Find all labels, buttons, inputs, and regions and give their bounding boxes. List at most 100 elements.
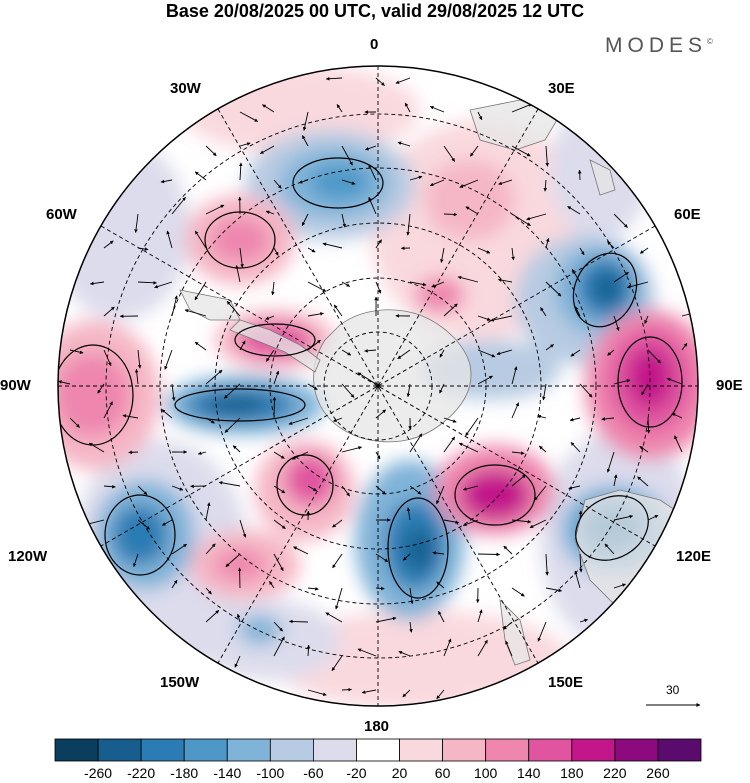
- wind-vector: [225, 553, 241, 568]
- wind-vector: [161, 519, 173, 526]
- wind-vector: [647, 514, 659, 521]
- madagascar: [589, 159, 616, 196]
- wind-vector: [511, 145, 531, 157]
- wind-vector: [333, 304, 343, 317]
- wind-vector: [103, 349, 112, 367]
- wind-vector: [613, 213, 628, 228]
- brand-text: MODES: [605, 34, 708, 57]
- circulation-loop: [276, 454, 334, 516]
- wind-vector: [341, 485, 350, 497]
- colorbar-swatch: [571, 738, 616, 762]
- wind-vector: [357, 372, 377, 385]
- wind-vector: [194, 230, 207, 249]
- wind-vector: [402, 689, 411, 698]
- wind-vector: [570, 349, 581, 357]
- wind-vector: [606, 451, 615, 473]
- anomaly-blob: [310, 164, 370, 200]
- wind-vector: [497, 278, 513, 283]
- wind-vector: [171, 579, 178, 589]
- circulation-loop: [104, 494, 176, 576]
- wind-vector: [234, 655, 241, 668]
- lon-label-0: 0: [370, 36, 379, 53]
- wind-vector: [465, 417, 479, 437]
- wind-vector: [332, 553, 343, 569]
- wind-vector: [307, 312, 324, 317]
- wind-vector: [137, 247, 149, 251]
- colorbar-swatch: [97, 738, 142, 762]
- wind-vector: [336, 104, 343, 113]
- wind-vector: [194, 171, 207, 181]
- wind-vector: [477, 375, 493, 385]
- wind-vector: [239, 519, 247, 538]
- wind-vector: [545, 344, 554, 351]
- wind-vector: [265, 315, 275, 320]
- wind-vector: [97, 383, 105, 394]
- wind-vector: [137, 281, 157, 285]
- south-pole: [376, 384, 380, 388]
- colorbar-swatch: [657, 738, 702, 762]
- wind-vector: [307, 689, 327, 696]
- wind-vector: [613, 583, 626, 589]
- colorbar-swatch: [54, 738, 99, 762]
- colorbar-tick-label: -20: [346, 765, 367, 781]
- wind-vector: [578, 510, 583, 521]
- wind-vector: [601, 417, 615, 421]
- wind-vector: [477, 349, 496, 358]
- wind-vector: [443, 436, 456, 453]
- wind-vector: [235, 265, 241, 283]
- wind-vector: [341, 281, 351, 287]
- lon-label-60w: 60W: [46, 206, 77, 223]
- wind-vector: [364, 348, 377, 353]
- wind-vector: [194, 341, 207, 351]
- wind-vector: [164, 349, 173, 370]
- wind-vector: [375, 586, 385, 591]
- wind-vector: [134, 213, 139, 233]
- wind-vector: [429, 106, 445, 113]
- wind-vector: [239, 340, 246, 351]
- wind-vector: [545, 238, 550, 249]
- wind-vector: [307, 587, 319, 591]
- wind-vector: [236, 613, 241, 623]
- wind-vector: [269, 581, 275, 589]
- colorbar-tick-label: -220: [127, 765, 156, 781]
- wind-vector: [579, 618, 588, 623]
- wind-vector: [357, 648, 377, 657]
- wind-vector: [540, 307, 547, 317]
- wind-vector: [103, 401, 113, 419]
- wind-vector: [458, 442, 479, 453]
- colorbar-tick-label: 260: [646, 765, 670, 781]
- wind-vector: [301, 135, 309, 147]
- colorbar-swatch: [226, 738, 271, 762]
- wind-vector: [568, 485, 581, 490]
- antarctica: [313, 309, 472, 443]
- new-zealand: [499, 598, 531, 666]
- wind-vector: [375, 281, 382, 294]
- colorbar-swatch: [183, 738, 228, 762]
- wind-vector: [307, 339, 321, 351]
- wind-vector: [103, 484, 116, 489]
- circulation-lines: [58, 157, 683, 599]
- wind-vector: [273, 519, 286, 530]
- wind-vector: [184, 309, 207, 317]
- wind-vector: [579, 247, 585, 256]
- brand-logo: MODES©: [605, 34, 713, 58]
- wind-vector: [511, 402, 519, 419]
- wind-vector: [406, 383, 411, 398]
- wind-vector: [205, 204, 225, 215]
- wind-vector: [273, 370, 280, 385]
- anomaly-blob: [210, 218, 270, 262]
- wind-vector: [171, 485, 184, 491]
- wind-vector: [128, 450, 139, 455]
- wind-vector: [613, 474, 618, 487]
- wind-vector: [375, 616, 397, 623]
- wind-vector: [239, 247, 244, 268]
- wind-vector: [575, 306, 581, 317]
- wind-vector: [613, 271, 629, 283]
- brand-mark: ©: [707, 37, 713, 46]
- vector-scale-value: 30: [666, 683, 680, 697]
- wind-vector: [171, 383, 176, 402]
- wind-vector: [431, 281, 445, 288]
- wind-vector: [239, 142, 251, 147]
- wind-vector: [331, 655, 343, 672]
- colorbar-tick-label: -260: [84, 765, 113, 781]
